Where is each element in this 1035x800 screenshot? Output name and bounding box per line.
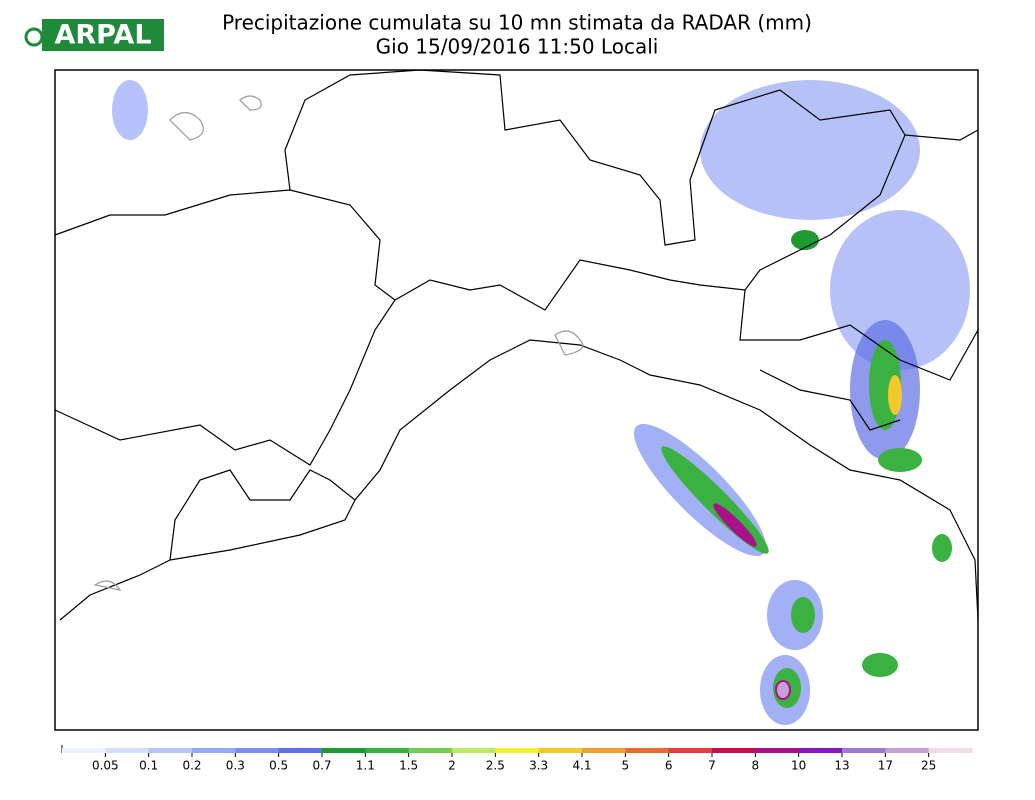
colorbar-label: 4.1 (572, 759, 591, 773)
rain-cell (791, 597, 815, 633)
rain-cell (791, 230, 819, 250)
map-frame (54, 69, 979, 731)
logo: ARPAL (24, 19, 164, 51)
rain-cell (862, 653, 898, 677)
colorbar-segment (798, 748, 843, 753)
colorbar-segment (365, 748, 410, 753)
colorbar-segment (62, 748, 106, 753)
colorbar-label: 1.5 (399, 759, 418, 773)
colorbar-label: 8 (752, 759, 760, 773)
colorbar-segment (928, 748, 973, 753)
lake (93, 95, 584, 591)
border (54, 299, 396, 466)
colorbar-segment (885, 748, 930, 753)
subtitle: Gio 15/09/2016 11:50 Locali (376, 35, 659, 59)
logo-box (42, 19, 164, 51)
colorbar-label: 0.05 (92, 759, 119, 773)
rain-cell (888, 375, 902, 415)
rain-cell (112, 80, 148, 140)
colorbar-label: 0.7 (312, 759, 331, 773)
colorbar-segment (408, 748, 453, 753)
colorbar-segment (582, 748, 626, 753)
colorbar-label: 7 (708, 759, 716, 773)
colorbar-label: 0.1 (139, 759, 158, 773)
colorbar-segment (668, 748, 713, 753)
colorbar-segment (192, 748, 236, 753)
colorbar-label: 6 (665, 759, 673, 773)
colorbar-segment (105, 748, 150, 753)
colorbar-label: 2 (448, 759, 456, 773)
rain-cell (932, 534, 952, 562)
colorbar-label: 1.1 (356, 759, 375, 773)
colorbar-label: 0.2 (182, 759, 201, 773)
colorbar-label: 2.5 (486, 759, 505, 773)
rain-cell (713, 503, 757, 547)
rain-cell (775, 680, 791, 700)
colorbar-label: 10 (791, 759, 806, 773)
colorbar-segment (278, 748, 323, 753)
logo-icon (24, 27, 44, 47)
title: Precipitazione cumulata su 10 mn stimata… (222, 11, 812, 35)
colorbar-segment (235, 748, 280, 753)
colorbar: 0.05 0.1 0.2 0.3 0.5 0.7 1.1 1.5 2 2.5 3.3 4.1 5 6 7 8 1… (61, 745, 973, 773)
border (169, 469, 356, 561)
colorbar-label: 0.5 (269, 759, 288, 773)
colorbar-label: 17 (878, 759, 893, 773)
map (54, 69, 979, 731)
colorbar-segment (625, 748, 670, 753)
colorbar-segment (452, 748, 496, 753)
colorbar-segment (148, 748, 193, 753)
rain-cell (830, 210, 970, 370)
colorbar-segment (842, 748, 886, 753)
colorbar-segment (322, 748, 366, 753)
colorbar-label: 3.3 (529, 759, 548, 773)
colorbar-label: 5 (622, 759, 630, 773)
rain-cell (700, 80, 920, 220)
logo-text: ARPAL (54, 20, 151, 51)
colorbar-label: 0.3 (226, 759, 245, 773)
rain-cell (878, 448, 922, 472)
colorbar-segment (712, 748, 756, 753)
border (284, 69, 906, 246)
border (739, 289, 979, 431)
colorbar-segment (495, 748, 540, 753)
colorbar-label: 13 (834, 759, 849, 773)
rain (112, 80, 970, 725)
colorbar-segment (538, 748, 583, 753)
colorbar-segment (755, 748, 800, 753)
colorbar-label: 25 (921, 759, 936, 773)
